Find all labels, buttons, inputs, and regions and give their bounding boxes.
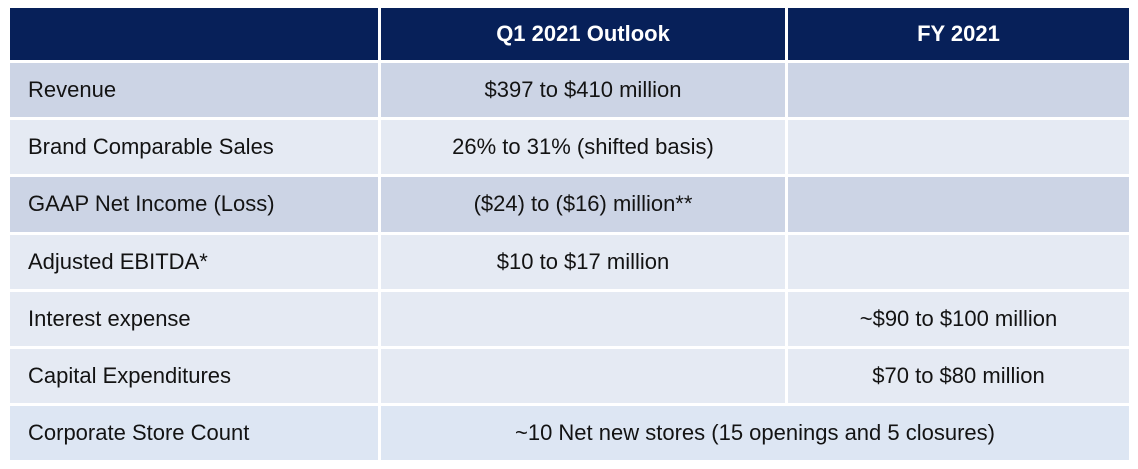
row-label-gaap-net-income-loss: GAAP Net Income (Loss) (10, 177, 378, 232)
fy-value-adjusted-ebitda (788, 234, 1129, 289)
fy-value-interest-expense: ~$90 to $100 million (788, 291, 1129, 346)
q1-value-capital-expenditures (381, 348, 785, 404)
row-label-revenue: Revenue (10, 63, 378, 118)
fy-value-revenue (788, 63, 1129, 118)
fy-value-brand-comparable-sales (788, 120, 1129, 175)
header-cell-blank (10, 8, 378, 60)
merged-value-corporate-store-count: ~10 Net new stores (15 openings and 5 cl… (381, 406, 1129, 461)
fy-value-capital-expenditures: $70 to $80 million (788, 348, 1129, 404)
row-label-corporate-store-count: Corporate Store Count (10, 406, 378, 461)
q1-value-revenue: $397 to $410 million (381, 63, 785, 118)
q1-value-adjusted-ebitda: $10 to $17 million (381, 234, 785, 289)
q1-value-brand-comparable-sales: 26% to 31% (shifted basis) (381, 120, 785, 175)
q1-value-interest-expense (381, 291, 785, 346)
row-label-interest-expense: Interest expense (10, 291, 378, 346)
header-cell-q1-2021-outlook: Q1 2021 Outlook (381, 8, 785, 60)
header-cell-fy-2021: FY 2021 (788, 8, 1129, 60)
row-label-adjusted-ebitda: Adjusted EBITDA* (10, 234, 378, 289)
q1-value-gaap-net-income-loss: ($24) to ($16) million** (381, 177, 785, 232)
row-label-capital-expenditures: Capital Expenditures (10, 348, 378, 404)
financial-outlook-table: Q1 2021 Outlook FY 2021 Revenue $397 to … (10, 8, 1129, 461)
fy-value-gaap-net-income-loss (788, 177, 1129, 232)
row-label-brand-comparable-sales: Brand Comparable Sales (10, 120, 378, 175)
